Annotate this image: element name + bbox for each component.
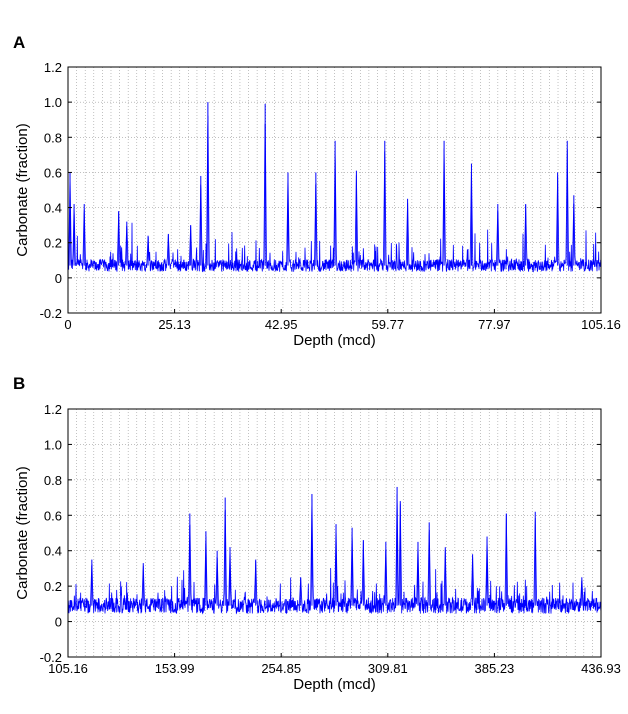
chart-a-svg: -0.200.20.40.60.81.01.20 25.13 42.95 59.77 7… [14,60,621,349]
x-tick-label: 254.85 [261,661,301,676]
y-tick-label: -0.2 [40,306,62,321]
chart-panel-a: A -0.2 0 0.2 0.4 0.6 0.8 1.0 1.2 0 25.13 42.95 59.7… [13,33,621,349]
y-tick-label: 1.2 [44,402,62,417]
series-line [67,115,602,273]
y-tick-label: 1.2 [44,60,62,75]
y-tick-label: 1.0 [44,437,62,452]
x-tick-label: 309.81 [368,661,408,676]
x-axis-title: Depth (mcd) [293,332,376,349]
chart-b-svg: -0.2 0 0.2 0.4 0.6 0.8 1.0 1.2 105.16 153.99 254.8… [14,402,621,693]
plot-frame [67,66,602,314]
y-tick-label: 0.8 [44,473,62,488]
x-tick-label: 77.97 [478,317,511,332]
y-tick-label: 0.4 [44,201,62,216]
y-tick-label: 1.0 [44,95,62,110]
x-axis-title: Depth (mcd) [293,676,376,693]
x-tick-label: 436.93 [581,661,621,676]
y-tick-label: 0 [55,615,62,630]
y-tick-label: 0.6 [44,508,62,523]
x-tick-label: 153.99 [155,661,195,676]
x-tick-label: 59.77 [372,317,405,332]
y-tick-label: 0.2 [44,579,62,594]
y-tick-label: 0.8 [44,130,62,145]
series-line [67,494,602,615]
plot-frame [67,408,602,658]
y-tick-label: 0.6 [44,165,62,180]
x-tick-label: 105.16 [48,661,88,676]
chart-panel-b: B -0.2 0 0.2 0.4 0.6 0.8 1.0 1.2 105.16 153.99 254… [0,342,628,699]
y-tick-label: 0.2 [44,236,62,251]
x-tick-label: 385.23 [475,661,515,676]
y-tick-label: 0 [55,271,62,286]
x-tick-label: 42.95 [265,317,298,332]
panel-label-b: B [13,374,26,393]
panel-label-a: A [13,33,26,52]
x-tick-label: 0 [64,317,71,332]
x-tick-label: 105.16 [581,317,621,332]
x-tick-label: 25.13 [158,317,191,332]
y-tick-label: -0.2 [40,650,62,665]
y-tick-label: 0.4 [44,544,62,559]
grid [68,66,601,314]
y-axis-title: Carbonate (fraction) [14,466,31,599]
y-axis-title: Carbonate (fraction) [14,123,31,256]
